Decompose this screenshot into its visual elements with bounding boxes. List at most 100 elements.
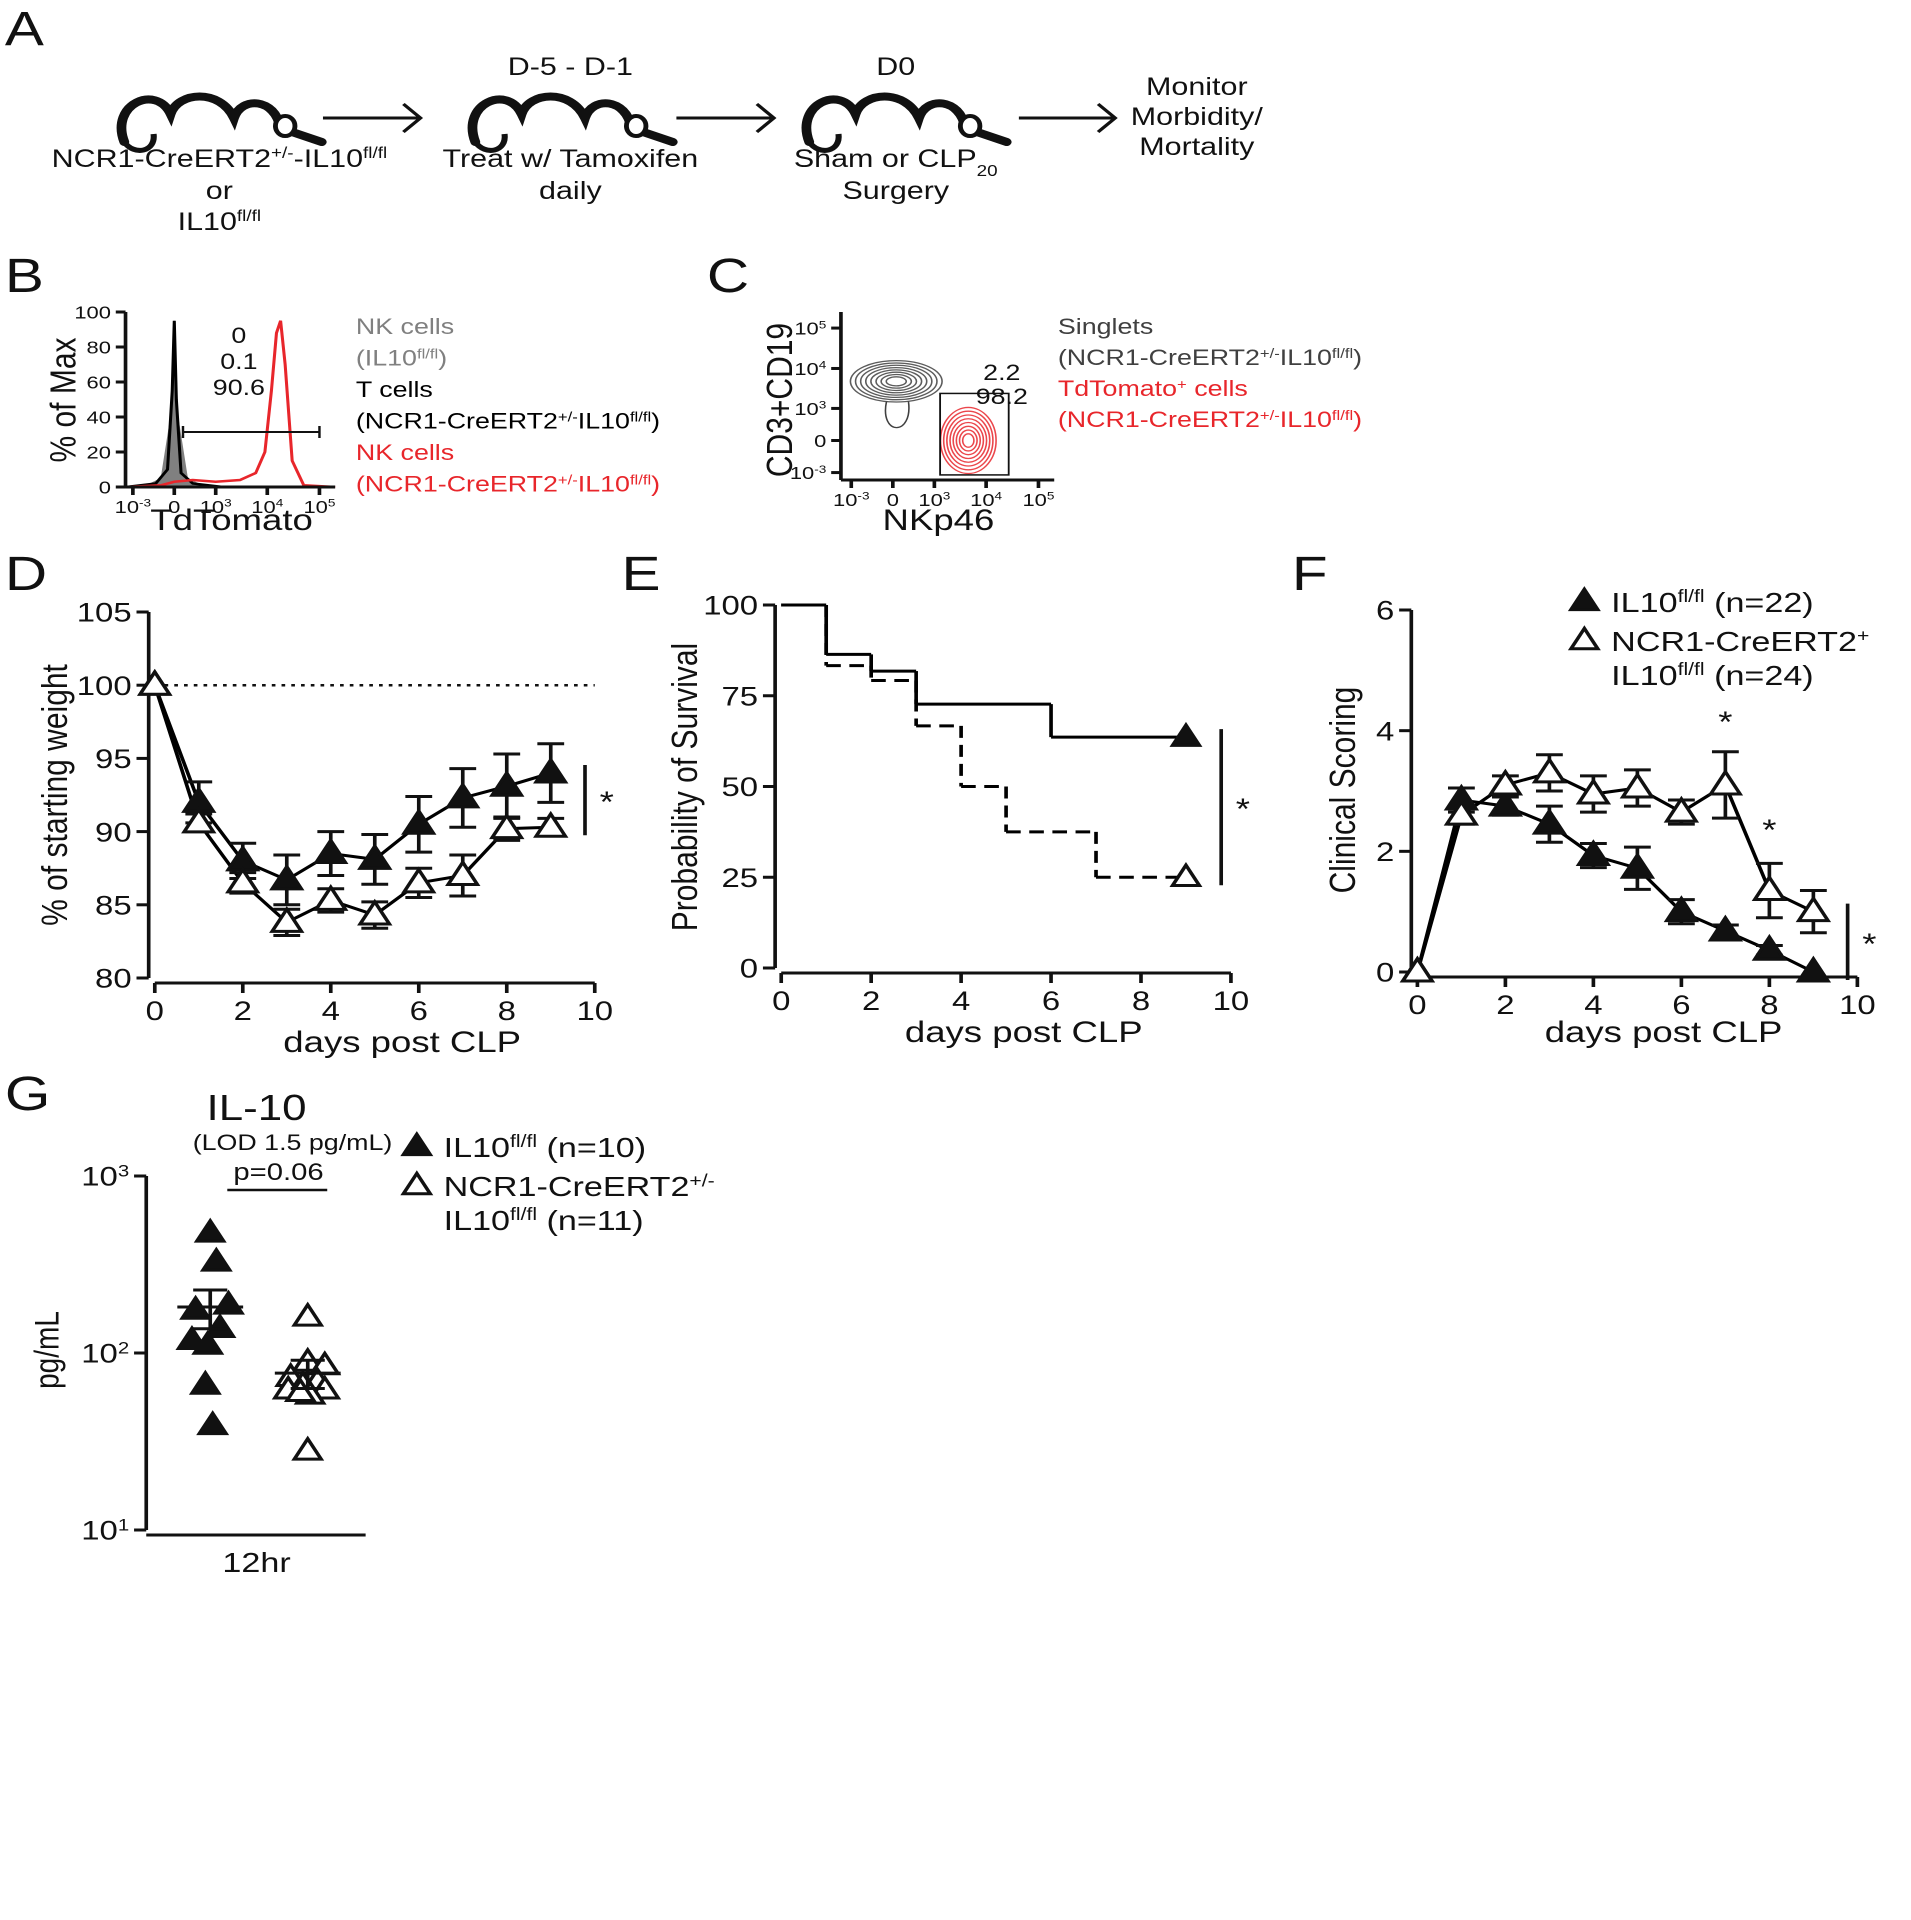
step-text-part: Monitor bbox=[1146, 73, 1248, 101]
legend-text: IL10fl/fl (n=11) bbox=[444, 1205, 644, 1236]
legend-text-part: ) bbox=[651, 473, 660, 497]
marker bbox=[1487, 789, 1524, 817]
legend-text-part: (n=24) bbox=[1705, 660, 1814, 691]
marker bbox=[1751, 874, 1788, 902]
legend-text-part: NK cells bbox=[356, 441, 454, 465]
x-tick-label-part: 10 bbox=[303, 498, 327, 518]
y-tick-label: 50 bbox=[721, 773, 758, 803]
y-tick-label: 104 bbox=[794, 359, 826, 380]
step-text-sup: fl/fl bbox=[237, 207, 261, 225]
marker bbox=[1169, 861, 1203, 887]
step-text: Monitor bbox=[1146, 73, 1248, 101]
marker bbox=[445, 781, 481, 809]
arrow-head bbox=[755, 102, 777, 134]
y-tick-label: 75 bbox=[721, 682, 758, 712]
legend-text-part: IL10 bbox=[444, 1205, 510, 1236]
x-tick-label: 103 bbox=[918, 490, 950, 511]
legend-text: (IL10fl/fl) bbox=[356, 346, 447, 371]
step-header: D-5 - D-1 bbox=[508, 53, 633, 81]
x-tick-label: 104 bbox=[251, 497, 283, 518]
step-text-part: Mortality bbox=[1139, 133, 1254, 161]
legend-text-sup: + bbox=[1177, 377, 1187, 392]
step-text-sub: 20 bbox=[977, 162, 998, 180]
x-tick-label-sup: -3 bbox=[857, 490, 869, 503]
legend-text-sup: +/- bbox=[1260, 346, 1280, 361]
y-tick-label-part: 10 bbox=[81, 1516, 118, 1546]
y-tick-label: 95 bbox=[95, 745, 132, 775]
marker bbox=[1795, 955, 1832, 983]
chart-subtitle: (LOD 1.5 pg/mL) bbox=[193, 1131, 393, 1155]
y-axis-label: % of Max bbox=[44, 337, 84, 462]
x-axis-label: NKp46 bbox=[883, 504, 995, 537]
x-tick-label-sup: 5 bbox=[1047, 490, 1055, 503]
y-tick-label-sup: -3 bbox=[814, 463, 826, 476]
x-tick-label: 104 bbox=[970, 490, 1002, 511]
legend-text-sup: fl/fl bbox=[510, 1205, 537, 1225]
panel-label: D bbox=[5, 548, 47, 601]
gate-percent: 90.6 bbox=[213, 376, 265, 400]
x-axis-label: days post CLP bbox=[905, 1016, 1143, 1049]
mouse bbox=[472, 97, 672, 151]
x-tick-label: 12hr bbox=[222, 1547, 290, 1578]
x-tick-label-part: 10 bbox=[200, 498, 224, 518]
step-text: Morbidity/ bbox=[1131, 103, 1263, 131]
contour-ring bbox=[939, 406, 997, 475]
significance-label: * bbox=[1236, 793, 1250, 826]
y-tick-label-part: 10 bbox=[790, 464, 814, 484]
legend-text: NCR1-CreERT2+ bbox=[1611, 626, 1869, 657]
y-tick-label: 10-3 bbox=[790, 463, 827, 484]
legend-text-sup: fl/fl bbox=[510, 1132, 537, 1152]
legend-text-sup: fl/fl bbox=[1678, 660, 1705, 680]
y-tick-label: 100 bbox=[74, 303, 111, 323]
x-tick-label: 2 bbox=[1496, 991, 1514, 1021]
legend-text-part: (NCR1-CreERT2 bbox=[1058, 346, 1260, 370]
legend-text-part: IL10 bbox=[578, 410, 630, 434]
legend-text-part: T cells bbox=[356, 378, 433, 402]
series-line bbox=[153, 684, 552, 882]
p-value: p=0.06 bbox=[233, 1158, 323, 1185]
x-tick-label: 6 bbox=[1042, 987, 1060, 1017]
step-text-part: NCR1-CreERT2 bbox=[52, 145, 271, 173]
y-tick-label-part: 10 bbox=[794, 319, 818, 339]
y-tick-label: 85 bbox=[95, 891, 132, 921]
point bbox=[196, 1410, 230, 1436]
y-axis-label: pg/mL bbox=[28, 1311, 66, 1389]
legend-text: IL10fl/fl (n=22) bbox=[1611, 587, 1813, 618]
legend-text: NCR1-CreERT2+/- bbox=[444, 1171, 715, 1202]
step-text-part: Sham or CLP bbox=[794, 145, 977, 173]
legend-text-part: NK cells bbox=[356, 315, 454, 339]
legend-text-sup: +/- bbox=[558, 409, 578, 424]
y-tick-label: 6 bbox=[1376, 596, 1394, 626]
legend-text: (NCR1-CreERT2+/-IL10fl/fl) bbox=[356, 472, 660, 497]
arrow-head bbox=[1096, 102, 1118, 134]
marker bbox=[1707, 914, 1744, 942]
marker bbox=[313, 837, 349, 865]
marker bbox=[1663, 795, 1700, 823]
legend-text-part: NCR1-CreERT2 bbox=[1611, 626, 1857, 657]
panel-label: F bbox=[1292, 548, 1328, 601]
step-text: or bbox=[206, 177, 233, 205]
legend-text: TdTomato+ cells bbox=[1058, 377, 1248, 402]
x-tick-label: 6 bbox=[1672, 991, 1690, 1021]
legend-marker bbox=[400, 1170, 434, 1196]
x-tick-label: 0 bbox=[772, 987, 790, 1017]
legend-text-part: (NCR1-CreERT2 bbox=[1058, 408, 1260, 432]
legend-text: IL10fl/fl (n=24) bbox=[1611, 660, 1813, 691]
sem-bar bbox=[290, 1358, 325, 1391]
marker bbox=[1575, 777, 1612, 805]
y-tick-label-sup: 3 bbox=[118, 1161, 129, 1180]
marker bbox=[533, 810, 569, 838]
y-tick-label: 0 bbox=[814, 432, 826, 452]
y-tick-label: 105 bbox=[77, 598, 132, 628]
legend-text-part: ) bbox=[1353, 408, 1362, 432]
step-text-part: -IL10 bbox=[294, 145, 363, 173]
y-tick-label: 103 bbox=[794, 399, 826, 420]
contour-ring bbox=[880, 373, 913, 389]
gate-percent: 98.2 bbox=[976, 385, 1028, 409]
legend-text-part: IL10 bbox=[444, 1132, 510, 1163]
marker bbox=[1707, 768, 1744, 796]
legend-text-part: ) bbox=[651, 410, 660, 434]
legend-text-part: (IL10 bbox=[356, 347, 417, 371]
x-tick-label: 103 bbox=[200, 497, 232, 518]
legend-marker bbox=[400, 1131, 434, 1157]
